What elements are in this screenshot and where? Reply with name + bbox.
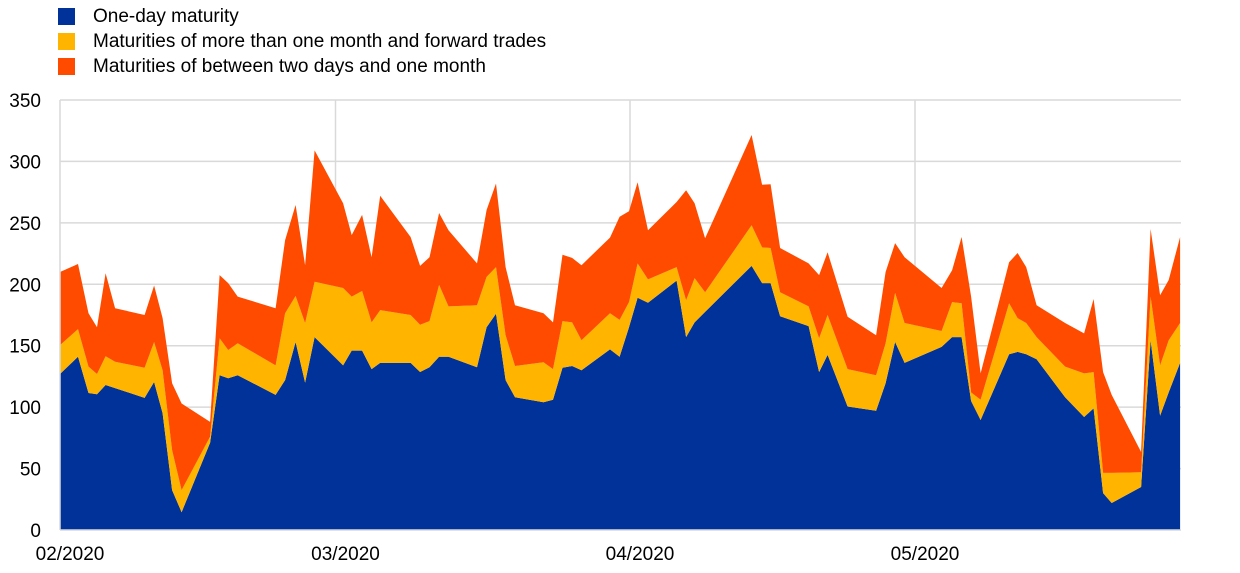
x-tick-label: 02/2020 <box>36 544 105 565</box>
y-tick-label: 150 <box>9 337 41 358</box>
legend-item-more-than-one-month: Maturities of more than one month and fo… <box>58 29 546 54</box>
legend-swatch-more-than-one-month <box>58 33 75 50</box>
x-tick-label: 05/2020 <box>891 544 960 565</box>
y-tick-label: 200 <box>9 275 41 296</box>
x-tick-label: 04/2020 <box>606 544 675 565</box>
area-maturities-of-between-two-days-and-one-month <box>60 135 1181 491</box>
stacked-areas <box>60 135 1181 530</box>
area-one-day-maturity <box>60 265 1181 530</box>
legend-item-two-days-to-one-month: Maturities of between two days and one m… <box>58 54 546 79</box>
area-maturities-of-more-than-one-month-and-forward-trades <box>60 225 1181 513</box>
legend-label-two-days-to-one-month: Maturities of between two days and one m… <box>93 55 486 77</box>
y-tick-label: 50 <box>20 460 41 481</box>
axes: 0 50 100 150 200 250 300 350 02/2020 03/2020 04/20… <box>9 91 1181 565</box>
y-tick-label: 250 <box>9 214 41 235</box>
legend-swatch-two-days-to-one-month <box>58 58 75 75</box>
y-tick-label: 300 <box>9 152 41 173</box>
legend-label-more-than-one-month: Maturities of more than one month and fo… <box>93 30 547 52</box>
legend-item-one-day: One-day maturity <box>58 4 546 29</box>
y-tick-label: 350 <box>9 91 41 112</box>
x-tick-label: 03/2020 <box>311 544 380 565</box>
legend-swatch-one-day <box>58 8 75 25</box>
y-tick-label: 100 <box>9 398 41 419</box>
y-tick-label: 0 <box>30 521 41 542</box>
legend-label-one-day: One-day maturity <box>93 5 239 27</box>
chart-legend: One-day maturity Maturities of more than… <box>58 4 546 79</box>
